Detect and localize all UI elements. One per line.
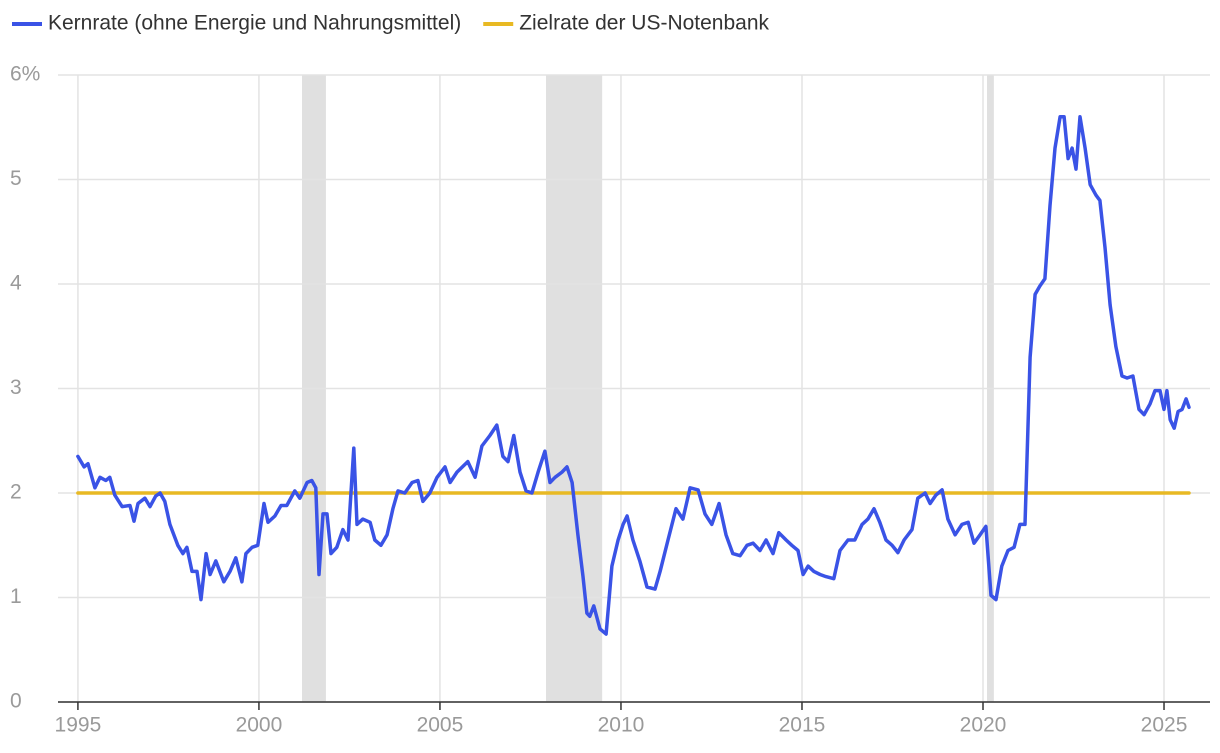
x-tick-label: 2015: [779, 714, 826, 737]
x-tick-label: 2005: [417, 714, 464, 737]
y-tick-label: 1: [10, 585, 22, 608]
x-tick-label: 1995: [55, 714, 102, 737]
y-tick-label: 0: [10, 690, 22, 713]
x-tick-label: 2010: [598, 714, 645, 737]
legend-label: Zielrate der US-Notenbank: [519, 12, 769, 35]
series-line: [76, 115, 1191, 636]
y-tick-label: 3: [10, 376, 22, 399]
legend-label: Kernrate (ohne Energie und Nahrungsmitte…: [48, 12, 461, 35]
x-tick-label: 2000: [236, 714, 283, 737]
y-tick-label: 4: [10, 272, 22, 295]
y-tick-label: 5: [10, 167, 22, 190]
x-tick-label: 2025: [1141, 714, 1188, 737]
y-tick-label: 2: [10, 481, 22, 504]
y-tick-label: 6%: [10, 63, 40, 86]
x-tick-label: 2020: [960, 714, 1007, 737]
